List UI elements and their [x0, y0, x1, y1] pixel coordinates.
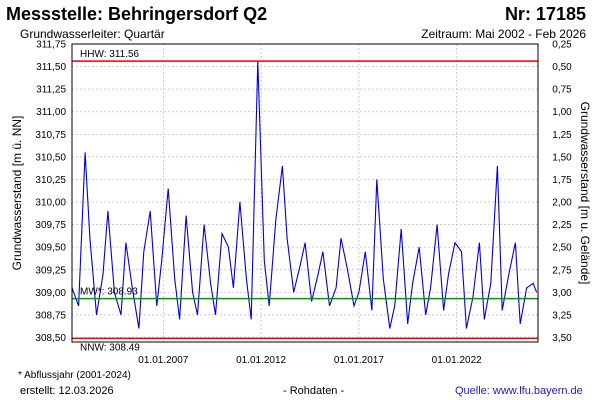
footnote: * Abflussjahr (2001-2024): [18, 370, 131, 381]
y-tick-label: 310,25: [35, 175, 66, 186]
x-tick-label: 01.01.2012: [236, 355, 286, 366]
created-date: erstellt: 12.03.2026: [20, 385, 114, 397]
reference-label: MW*: 308.93: [80, 287, 138, 298]
station-number: Nr: 17185: [504, 4, 586, 24]
y2-tick-label: 0,25: [552, 40, 572, 51]
y2-tick-label: 2,75: [552, 265, 572, 276]
source-link[interactable]: Quelle: www.lfu.bayern.de: [455, 385, 583, 397]
y2-tick-label: 2,50: [552, 243, 572, 254]
y-axis-label: Grundwasserstand [m ü. NN]: [10, 116, 24, 271]
y-tick-label: 311,75: [36, 40, 66, 51]
y2-tick-label: 1,50: [552, 152, 572, 163]
raw-data-note: - Rohdaten -: [283, 385, 345, 397]
y-tick-label: 309,75: [35, 220, 66, 231]
y2-tick-label: 3,25: [552, 310, 572, 321]
aquifer-label: Grundwasserleiter: Quartär: [20, 27, 165, 41]
series-line: [71, 61, 538, 329]
x-tick-label: 01.01.2007: [138, 355, 188, 366]
plot-frame: [71, 43, 539, 343]
y2-tick-label: 2,25: [552, 220, 572, 231]
y2-tick-label: 1,75: [552, 175, 572, 186]
y-tick-label: 309,00: [35, 288, 66, 299]
x-tick-label: 01.01.2017: [334, 355, 384, 366]
y2-axis-label: Grundwasserstand [m u. Gelände]: [578, 102, 592, 285]
x-tick-label: 01.01.2022: [432, 355, 482, 366]
y-tick-label: 308,75: [35, 310, 66, 321]
reference-label: HHW: 311.56: [80, 49, 140, 60]
y-tick-label: 308,50: [35, 333, 66, 344]
y2-tick-label: 3,00: [552, 288, 572, 299]
y-tick-label: 310,50: [35, 152, 66, 163]
y2-tick-label: 0,75: [552, 85, 572, 96]
y-tick-label: 309,25: [35, 265, 66, 276]
y-tick-label: 311,00: [36, 107, 66, 118]
y-tick-label: 309,50: [35, 243, 66, 254]
y2-tick-label: 1,00: [552, 107, 572, 118]
y2-tick-label: 2,00: [552, 198, 572, 209]
page-title: Messstelle: Behringersdorf Q2: [6, 4, 268, 24]
y2-tick-label: 1,25: [552, 130, 572, 141]
y2-tick-label: 0,50: [552, 62, 572, 73]
period-label: Zeitraum: Mai 2002 - Feb 2026: [421, 27, 586, 41]
y-tick-label: 311,50: [36, 62, 66, 73]
reference-label: NNW: 308.49: [80, 342, 140, 353]
y-tick-label: 311,25: [36, 85, 66, 96]
y2-tick-label: 3,50: [552, 333, 572, 344]
y-tick-label: 310,00: [35, 198, 66, 209]
y-tick-label: 310,75: [35, 130, 66, 141]
